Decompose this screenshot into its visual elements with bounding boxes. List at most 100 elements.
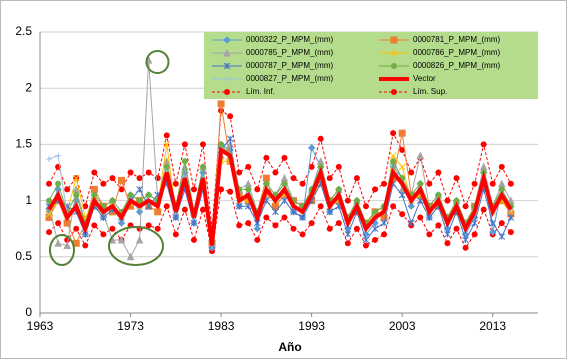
marker [299,231,306,238]
marker [154,208,162,216]
marker [453,225,460,232]
marker [398,191,406,199]
marker [444,230,451,238]
marker [46,156,53,163]
marker [389,152,397,159]
marker [281,214,288,221]
x-tick-label: 1983 [208,319,235,333]
marker [471,180,478,187]
marker [471,219,478,227]
marker [245,186,252,193]
marker [199,206,206,213]
legend-label: Vector [413,74,436,83]
legend-label: 0000785_P_MPM_(mm) [246,48,333,57]
marker [281,154,288,161]
marker [253,224,262,233]
marker [63,241,71,250]
marker [489,219,497,227]
marker [480,141,487,148]
marker [381,180,388,187]
legend-label: Lím. Inf. [246,87,275,96]
marker [426,231,433,238]
marker [227,188,234,195]
marker [272,169,279,176]
marker [163,141,171,148]
legend-label: 0000786_P_MPM_(mm) [413,48,500,57]
marker [163,203,170,210]
marker [290,225,297,232]
marker [72,174,80,182]
marker [245,220,252,227]
marker [55,220,62,227]
marker [407,202,415,210]
marker [117,235,126,244]
marker [308,220,315,227]
marker [224,76,230,82]
highlight [145,50,170,74]
marker [91,169,98,176]
marker [46,229,53,236]
marker [127,191,134,198]
marker [172,231,179,238]
highlight [49,234,75,266]
marker [64,186,71,193]
marker [263,214,270,221]
highlight [108,226,164,266]
x-tick-label: 2013 [479,319,506,333]
marker [226,140,234,148]
marker [416,151,425,160]
marker [426,180,433,187]
marker [498,220,505,227]
marker [190,236,197,243]
marker [109,175,116,182]
x-tick-label: 1963 [27,319,54,333]
marker [281,197,288,204]
y-tick-label: 1.5 [15,137,32,151]
marker [381,231,388,238]
marker [362,236,370,244]
marker [372,186,379,193]
marker [254,186,261,193]
legend-label: 0000322_P_MPM_(mm) [246,35,333,44]
marker [362,242,369,249]
marker [262,174,270,182]
marker [391,63,397,69]
legend-label: 0000787_P_MPM_(mm) [246,61,333,70]
marker [380,219,388,227]
marker [444,240,451,247]
marker [145,191,152,198]
marker [290,175,297,182]
marker [55,152,62,159]
marker [181,158,188,165]
marker [317,203,324,210]
marker [507,229,514,236]
marker [236,222,243,229]
marker [398,163,406,171]
marker [145,222,152,229]
marker [408,169,415,176]
marker [480,206,487,213]
marker [190,186,197,193]
marker [254,236,261,243]
marker [471,231,478,238]
marker [117,176,125,184]
marker [223,36,231,44]
marker [46,197,53,204]
marker [82,242,89,249]
marker [344,240,351,247]
marker [335,163,342,170]
marker [299,214,306,221]
y-tick-label: 1 [25,193,32,207]
marker [407,219,415,227]
marker [272,222,279,229]
marker [90,185,98,193]
marker [224,89,230,95]
marker [218,141,225,148]
marker [398,129,406,137]
series-line [48,143,512,244]
marker [353,175,360,182]
marker [489,180,496,187]
series-line [47,146,513,246]
marker [271,202,279,210]
